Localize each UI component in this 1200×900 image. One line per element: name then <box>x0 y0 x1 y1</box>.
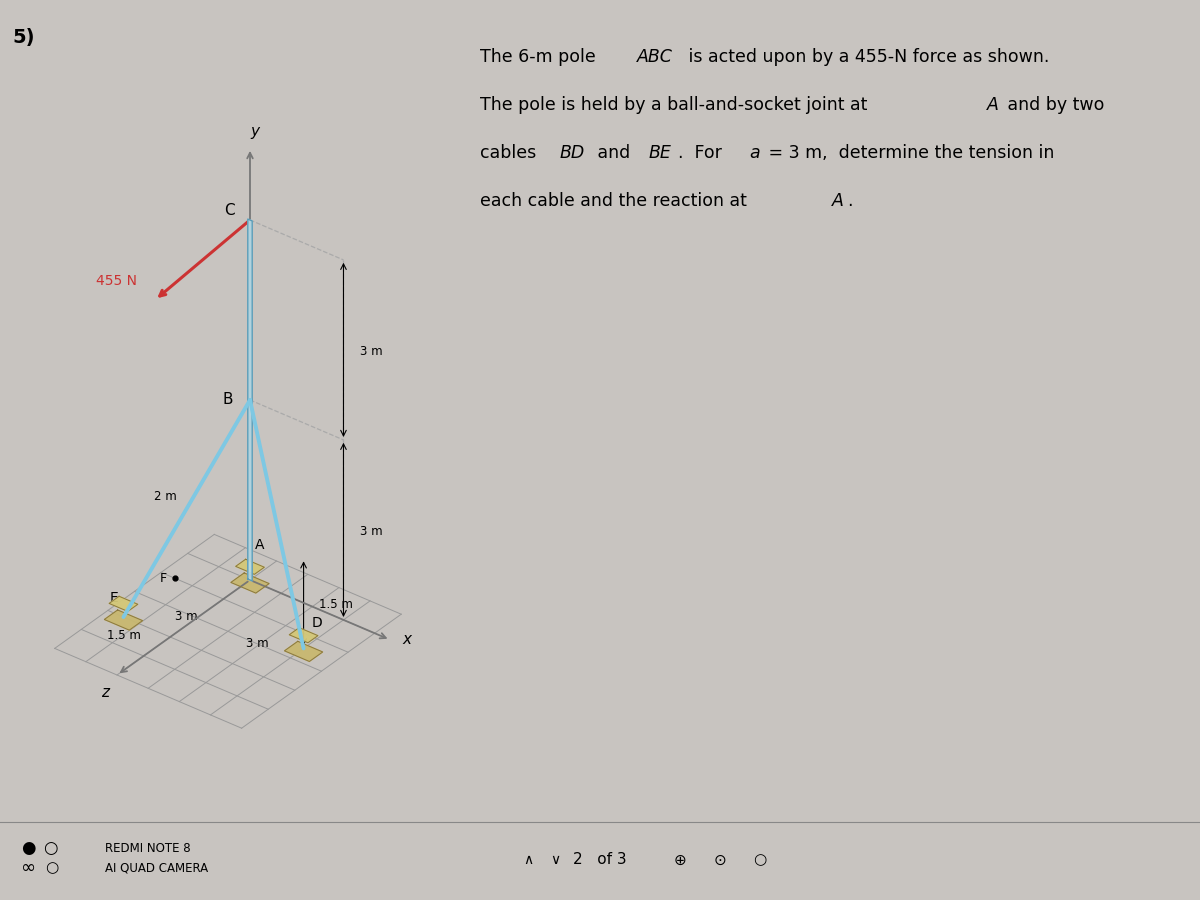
Text: 2   of 3: 2 of 3 <box>574 852 626 868</box>
Text: BD: BD <box>559 144 584 162</box>
Text: ⊕: ⊕ <box>673 852 686 868</box>
Text: A: A <box>986 96 998 114</box>
Text: 1.5 m: 1.5 m <box>319 598 353 611</box>
Text: ●: ● <box>20 839 35 857</box>
Text: z: z <box>101 685 109 700</box>
Text: ∧: ∧ <box>523 853 533 867</box>
Text: 3 m: 3 m <box>246 637 268 650</box>
Polygon shape <box>235 559 264 574</box>
Text: ○: ○ <box>46 860 59 876</box>
Text: ∞: ∞ <box>20 859 36 877</box>
Text: F: F <box>160 572 167 585</box>
Text: is acted upon by a 455-N force as shown.: is acted upon by a 455-N force as shown. <box>683 48 1049 66</box>
Text: 3 m: 3 m <box>175 610 198 623</box>
Text: and by two: and by two <box>1002 96 1105 114</box>
Polygon shape <box>248 219 252 580</box>
Text: ○: ○ <box>43 839 58 857</box>
Text: each cable and the reaction at: each cable and the reaction at <box>480 192 752 210</box>
Text: A: A <box>254 538 264 552</box>
Text: AI QUAD CAMERA: AI QUAD CAMERA <box>106 861 208 875</box>
Text: 1.5 m: 1.5 m <box>108 629 142 642</box>
Polygon shape <box>109 597 138 611</box>
Text: C: C <box>224 203 235 218</box>
Polygon shape <box>230 573 269 593</box>
Text: ⊙: ⊙ <box>714 852 726 868</box>
Text: and: and <box>593 144 636 162</box>
Text: ○: ○ <box>754 852 767 868</box>
Text: ABC: ABC <box>636 48 672 66</box>
Text: y: y <box>251 124 259 139</box>
Text: The 6-m pole: The 6-m pole <box>480 48 601 66</box>
Text: x: x <box>402 633 412 647</box>
Polygon shape <box>104 610 143 630</box>
Text: A: A <box>832 192 844 210</box>
Text: E: E <box>109 591 119 605</box>
Text: 3 m: 3 m <box>360 526 383 538</box>
Text: REDMI NOTE 8: REDMI NOTE 8 <box>106 842 191 854</box>
Text: The pole is held by a ball-and-socket joint at: The pole is held by a ball-and-socket jo… <box>480 96 872 114</box>
Polygon shape <box>289 627 318 643</box>
Text: .: . <box>847 192 852 210</box>
Text: 2 m: 2 m <box>154 490 176 503</box>
Text: cables: cables <box>480 144 541 162</box>
Text: 5): 5) <box>12 28 35 47</box>
Polygon shape <box>284 642 323 662</box>
Text: 3 m: 3 m <box>360 346 383 358</box>
Text: a: a <box>749 144 760 162</box>
Text: 455 N: 455 N <box>96 274 138 288</box>
Text: ∨: ∨ <box>550 853 560 867</box>
Text: D: D <box>312 616 323 630</box>
Text: .  For: . For <box>678 144 733 162</box>
Text: = 3 m,  determine the tension in: = 3 m, determine the tension in <box>763 144 1054 162</box>
Text: BE: BE <box>649 144 672 162</box>
Text: B: B <box>222 392 233 408</box>
